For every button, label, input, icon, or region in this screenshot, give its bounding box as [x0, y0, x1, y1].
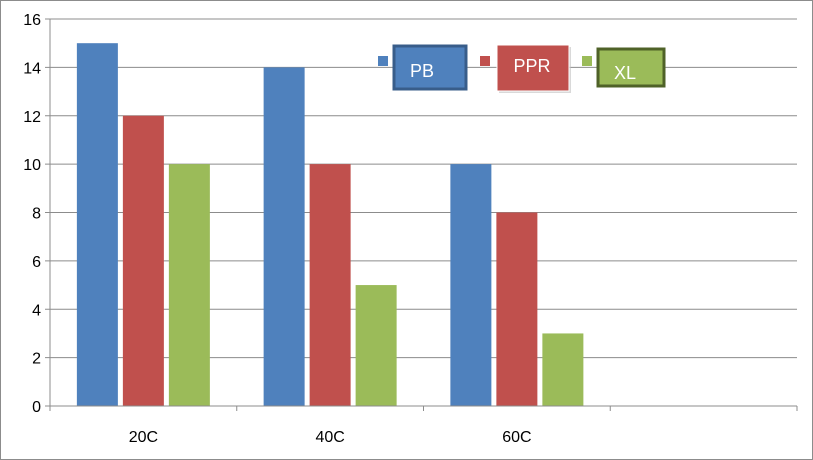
bar-xl-20c [168, 164, 210, 406]
x-tick-label: 40C [315, 429, 344, 446]
bar-ppr-60c [496, 212, 538, 406]
legend-marker-ppr [480, 56, 490, 66]
x-tick-label: 60C [502, 429, 531, 446]
y-tick-label: 14 [23, 60, 41, 77]
legend-label-pb: PB [410, 61, 434, 81]
legend-box-pb [392, 44, 468, 91]
bars [76, 43, 584, 406]
y-tick-label: 4 [32, 302, 41, 319]
bar-xl-60c [542, 333, 584, 406]
legend-marker-pb [378, 56, 388, 66]
y-axis-ticks: 0 2 4 6 8 10 12 14 16 [23, 12, 50, 416]
bar-pb-60c [450, 164, 492, 406]
legend-label-xl: XL [614, 63, 636, 83]
y-tick-label: 0 [32, 399, 41, 416]
legend: PB PPR XL [378, 44, 666, 93]
y-tick-label: 16 [23, 12, 41, 29]
legend-marker-xl [582, 56, 592, 66]
bar-pb-40c [263, 67, 305, 406]
bar-ppr-40c [309, 164, 351, 406]
bar-ppr-20c [122, 115, 164, 406]
x-axis-ticks: 20C 40C 60C [49, 406, 798, 446]
legend-box-xl [596, 47, 666, 88]
bar-xl-40c [355, 285, 397, 406]
bar-pb-20c [76, 43, 118, 406]
x-tick-label: 20C [129, 429, 158, 446]
y-tick-label: 12 [23, 109, 41, 126]
legend-box-ppr [496, 44, 570, 92]
y-tick-label: 2 [32, 351, 41, 368]
legend-label-ppr: PPR [513, 56, 550, 76]
y-tick-label: 10 [23, 157, 41, 174]
y-tick-label: 6 [32, 254, 41, 271]
y-tick-label: 8 [32, 206, 41, 223]
